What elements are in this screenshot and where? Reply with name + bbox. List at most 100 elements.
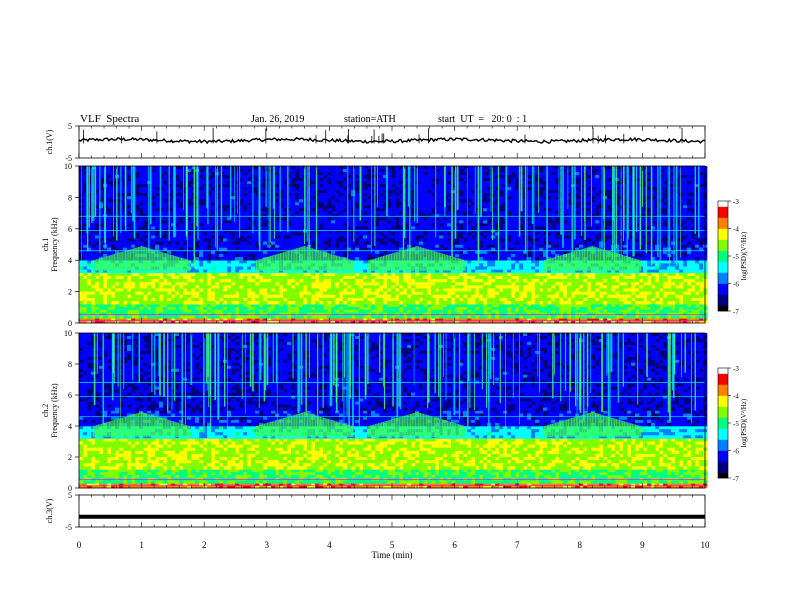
cell — [651, 301, 655, 304]
cell — [111, 298, 115, 301]
cell — [147, 310, 151, 313]
cell — [471, 276, 475, 279]
cell — [359, 315, 363, 318]
cell — [699, 292, 703, 295]
cell — [611, 304, 615, 307]
cell — [515, 266, 519, 269]
cell — [463, 175, 467, 178]
cell — [571, 282, 575, 285]
cell — [271, 282, 275, 285]
cell — [255, 298, 259, 301]
cell — [511, 276, 515, 279]
cell — [231, 260, 235, 263]
cell — [615, 279, 619, 282]
cell — [543, 292, 547, 295]
cell — [391, 273, 395, 276]
cell — [199, 298, 203, 301]
cell — [607, 310, 611, 313]
cell — [79, 251, 83, 254]
cell — [583, 245, 587, 248]
cell — [679, 178, 683, 181]
cell — [563, 304, 567, 307]
cell — [219, 245, 223, 248]
cell — [511, 273, 515, 276]
cell — [111, 315, 115, 318]
cell — [179, 288, 183, 291]
cell — [227, 315, 231, 318]
cell — [611, 282, 615, 285]
cell — [307, 301, 311, 304]
cell — [531, 310, 535, 313]
cell — [455, 310, 459, 313]
cell — [139, 301, 143, 304]
cell — [227, 273, 231, 276]
cell — [579, 298, 583, 301]
cell — [131, 276, 135, 279]
cell — [659, 273, 663, 276]
cell — [483, 292, 487, 295]
cell — [547, 279, 551, 282]
cell — [175, 245, 179, 248]
cell — [655, 295, 659, 298]
cell — [667, 245, 671, 248]
cell — [551, 292, 555, 295]
cell — [163, 301, 167, 304]
cell — [335, 273, 339, 276]
cell — [471, 263, 475, 266]
cell — [455, 315, 459, 318]
cell — [155, 288, 159, 291]
cell — [399, 307, 403, 310]
cell — [563, 310, 567, 313]
cell — [447, 307, 451, 310]
cell — [359, 301, 363, 304]
cell — [647, 266, 651, 269]
cell — [91, 245, 95, 248]
cell — [115, 245, 119, 248]
cell — [119, 298, 123, 301]
cell — [319, 169, 323, 172]
cell — [503, 292, 507, 295]
cell — [283, 245, 287, 248]
cell — [619, 288, 623, 291]
cell — [335, 310, 339, 313]
cell — [223, 282, 227, 285]
cell — [567, 307, 571, 310]
cell — [519, 285, 523, 288]
cell — [331, 288, 335, 291]
cell — [235, 257, 239, 260]
cell — [439, 288, 443, 291]
cell — [583, 285, 587, 288]
cell — [699, 175, 703, 178]
cell — [547, 292, 551, 295]
cell — [151, 175, 155, 178]
cell — [679, 292, 683, 295]
cell — [187, 310, 191, 313]
cell — [371, 307, 375, 310]
cell — [155, 282, 159, 285]
cell — [615, 288, 619, 291]
cell — [283, 310, 287, 313]
cell — [299, 279, 303, 282]
cell — [519, 315, 523, 318]
cell — [639, 251, 643, 254]
cell — [111, 251, 115, 254]
cell — [395, 276, 399, 279]
cell — [363, 169, 367, 172]
cell — [263, 245, 267, 248]
cell — [303, 307, 307, 310]
cell — [239, 298, 243, 301]
cell — [219, 254, 223, 257]
cell — [219, 260, 223, 263]
cell — [227, 307, 231, 310]
cell — [567, 292, 571, 295]
cell — [647, 301, 651, 304]
cell — [223, 263, 227, 266]
cell — [355, 295, 359, 298]
cell — [435, 285, 439, 288]
cell — [331, 301, 335, 304]
cell — [631, 279, 635, 282]
cell — [351, 292, 355, 295]
cell — [687, 172, 691, 175]
cell — [195, 288, 199, 291]
cell — [127, 307, 131, 310]
